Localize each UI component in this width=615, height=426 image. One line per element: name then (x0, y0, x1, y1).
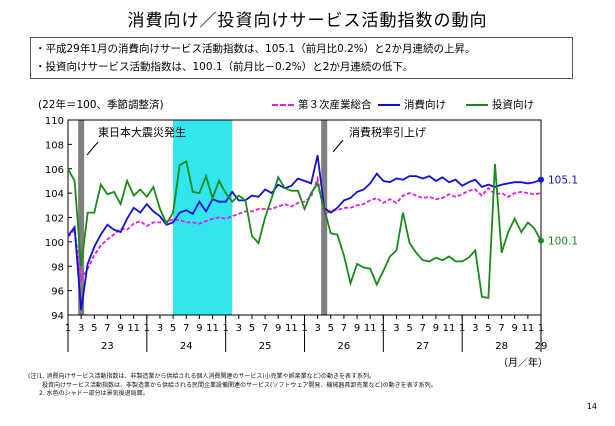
series-line-tertiary (67, 175, 542, 283)
y-tick-label: 98 (51, 262, 64, 273)
x-tick-label: 3 (236, 323, 242, 334)
x-tick-label: 11 (206, 323, 219, 334)
year-label: 29 (535, 341, 548, 352)
legend-swatch (378, 103, 400, 106)
x-axis-unit: （月／年） (498, 356, 548, 369)
x-tick-label: 9 (275, 323, 281, 334)
y-tick-label: 110 (45, 116, 64, 127)
y-tick-label: 104 (45, 189, 64, 200)
x-tick-label: 11 (521, 323, 534, 334)
x-tick-label: 9 (196, 323, 202, 334)
x-tick-label: 3 (314, 323, 320, 334)
x-tick-label: 7 (104, 323, 110, 334)
summary-line: ・投資向けサービス活動指数は、100.1（前月比－0.2%）と2か月連続の低下。 (35, 61, 414, 73)
year-label: 28 (495, 341, 508, 352)
x-tick-label: 7 (183, 323, 189, 334)
x-tick-label: 5 (485, 323, 491, 334)
annotation-earthquake: 東日本大震災発生 (98, 125, 186, 139)
y-tick-label: 96 (51, 287, 64, 298)
footnote: 投資向けサービス活動指数は、非製造業から供給される民間企業設備関連のサービス(ソ… (42, 381, 437, 389)
annotation-tax: 消費税率引上げ (349, 125, 426, 139)
x-tick-label: 9 (433, 323, 439, 334)
year-label: 23 (101, 341, 114, 352)
x-tick-label: 7 (262, 323, 268, 334)
y-tick-label: 106 (45, 165, 64, 176)
y-tick-label: 108 (45, 140, 64, 151)
plot-frame (67, 119, 542, 316)
x-tick-label: 9 (354, 323, 360, 334)
x-tick-label: 5 (249, 323, 255, 334)
legend-label: 消費向け (404, 99, 446, 111)
event-band (321, 120, 328, 315)
end-label-investment: 100.1 (548, 236, 578, 248)
footnote: (注)1. 消費向けサービス活動指数は、非製造業から供給される個人消費関連のサー… (28, 373, 375, 380)
footnotes: (注)1. 消費向けサービス活動指数は、非製造業から供給される個人消費関連のサー… (28, 373, 437, 399)
annotation-arrow (86, 141, 99, 156)
year-label: 25 (259, 341, 272, 352)
legend-label: 第３次産業総合 (298, 99, 372, 111)
x-tick-label: 11 (127, 323, 140, 334)
x-tick-label: 3 (78, 323, 84, 334)
end-marker-consumer (538, 176, 544, 183)
end-marker-investment (538, 237, 544, 244)
x-tick-label: 7 (420, 323, 426, 334)
year-label: 24 (180, 341, 193, 352)
summary-box: ・平成29年1月の消費向けサービス活動指数は、105.1（前月比0.2%）と2か… (30, 37, 573, 79)
x-tick-label: 9 (117, 323, 123, 334)
legend-item-consumer: 消費向け (378, 97, 446, 112)
x-tick-label: 11 (364, 323, 377, 334)
x-tick-label: 3 (472, 323, 478, 334)
page-number: 14 (586, 402, 597, 411)
x-tick-label: 11 (285, 323, 298, 334)
y-tick-label: 94 (51, 311, 64, 322)
x-tick-label: 5 (406, 323, 412, 334)
series-line-consumer (67, 155, 542, 311)
x-tick-label: 7 (341, 323, 347, 334)
footnote: 2. 水色のシャドー部分は景気後退局面。 (39, 390, 149, 397)
page-title: 消費向け／投資向けサービス活動指数の動向 (127, 11, 488, 31)
year-label: 26 (338, 341, 351, 352)
x-tick-label: 3 (157, 323, 163, 334)
series-line-investment (67, 160, 542, 299)
annotation-arrow (332, 139, 344, 153)
legend-item-investment: 投資向け (466, 97, 534, 112)
x-tick-label: 3 (393, 323, 399, 334)
y-tick-label: 100 (45, 238, 64, 249)
x-tick-label: 7 (498, 323, 504, 334)
end-label-consumer: 105.1 (548, 175, 578, 187)
legend-swatch (272, 103, 294, 106)
legend-swatch (466, 103, 488, 106)
unit-note: (22年＝100、季節調整済) (38, 99, 164, 111)
x-tick-label: 5 (328, 323, 334, 334)
y-tick-label: 102 (45, 214, 64, 225)
x-tick-label: 5 (91, 323, 97, 334)
summary-line: ・平成29年1月の消費向けサービス活動指数は、105.1（前月比0.2%）と2か… (35, 43, 476, 55)
x-tick-label: 9 (512, 323, 518, 334)
year-label: 27 (416, 341, 429, 352)
x-tick-label: 11 (443, 323, 456, 334)
event-band (78, 120, 85, 315)
x-tick-label: 5 (170, 323, 176, 334)
legend-item-tertiary: 第３次産業総合 (272, 97, 372, 112)
legend-label: 投資向け (492, 99, 534, 111)
